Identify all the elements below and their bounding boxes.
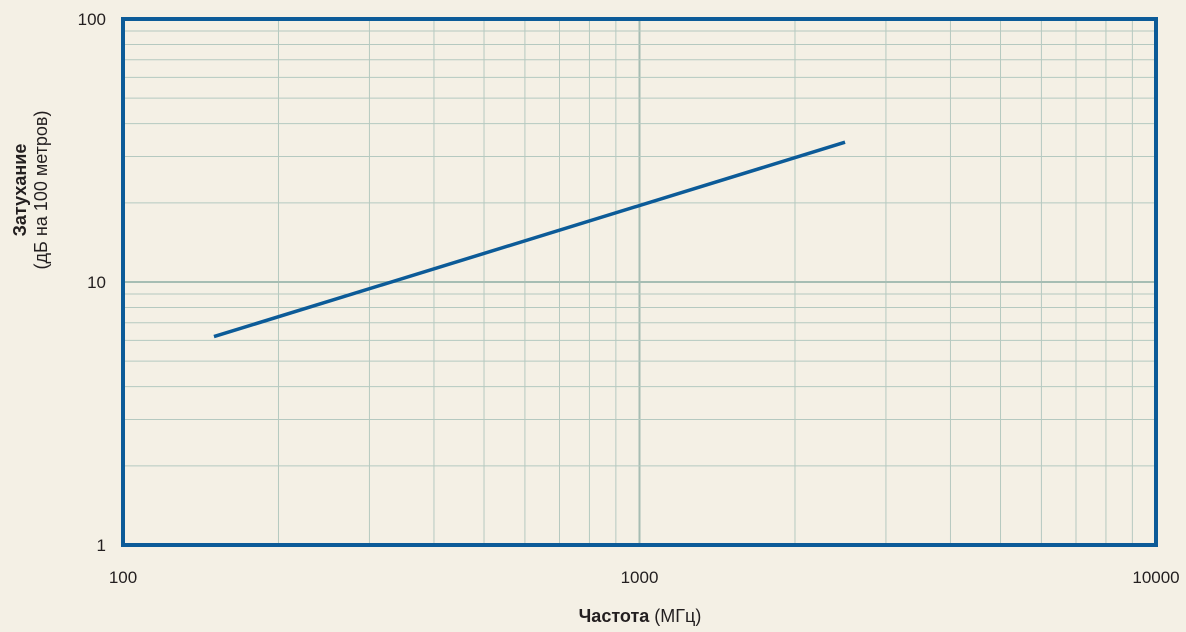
y-tick-label: 10 [87,273,106,292]
x-axis-title-unit: (МГц) [654,606,701,626]
y-tick-label: 1 [97,536,106,555]
x-tick-label: 1000 [621,568,659,587]
y-axis-unit: (дБ на 100 метров) [31,111,51,270]
y-axis-title: Затухание [10,144,30,237]
x-tick-label: 100 [109,568,137,587]
x-tick-label: 10000 [1132,568,1179,587]
x-axis-title-main: Частота [579,606,651,626]
tick-labels: 100 1000 10000 1 10 100 [78,10,1180,587]
grid [123,19,1156,545]
y-tick-label: 100 [78,10,106,29]
x-axis-title: Частота (МГц) [579,606,702,626]
